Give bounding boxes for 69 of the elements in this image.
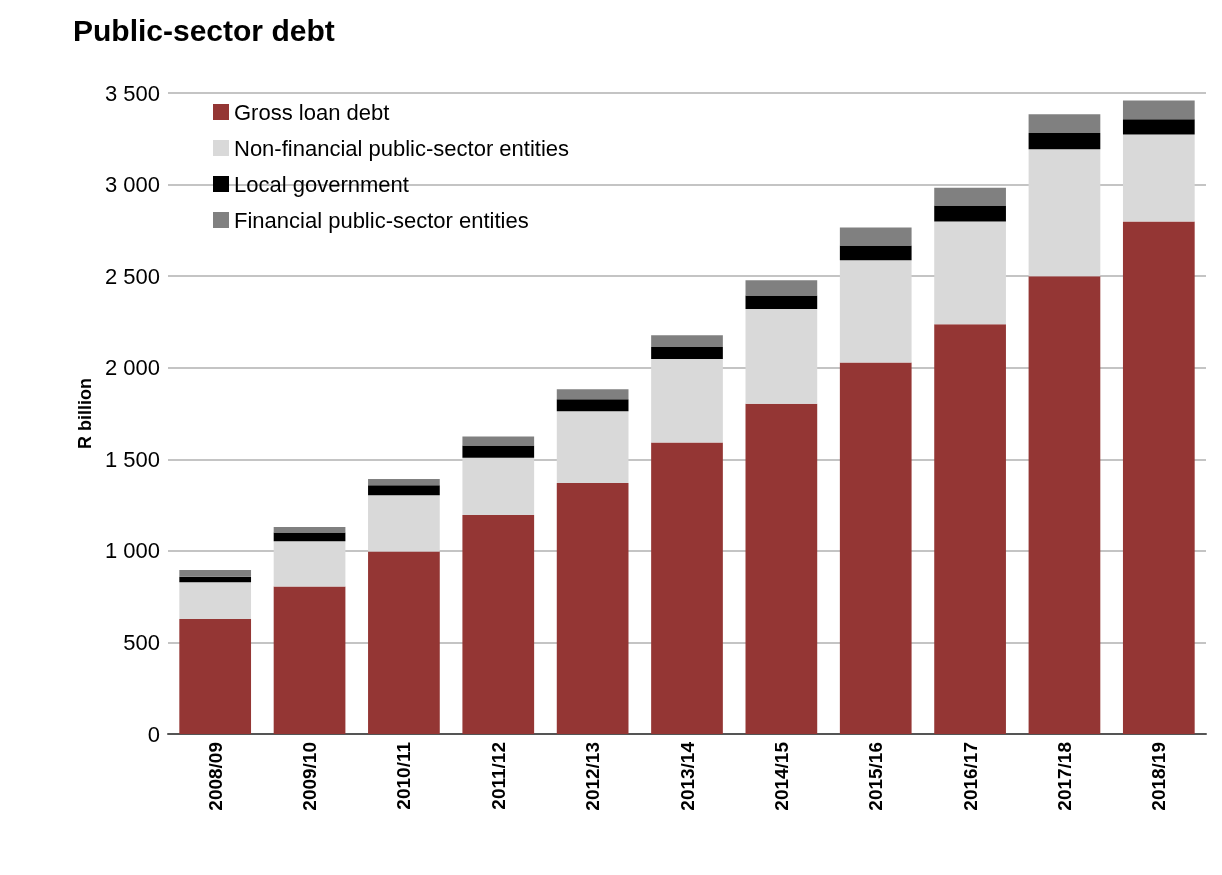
bar <box>273 532 346 542</box>
bar <box>368 551 440 734</box>
x-tick-label: 2012/13 <box>582 742 604 811</box>
bar <box>556 399 629 412</box>
bar <box>839 227 912 246</box>
y-tick-label: 500 <box>123 629 160 655</box>
bar <box>273 541 346 587</box>
bar <box>1028 114 1101 134</box>
y-tick-label: 0 <box>147 721 160 747</box>
bar <box>839 245 912 261</box>
bar <box>934 205 1006 222</box>
bar <box>745 295 818 310</box>
x-tick-label: 2017/18 <box>1053 742 1075 811</box>
y-tick-label: 2 000 <box>104 355 160 381</box>
bar <box>934 187 1006 206</box>
bar <box>934 324 1006 734</box>
bar <box>179 582 252 619</box>
bar <box>179 576 252 583</box>
legend-label: Financial public-sector entities <box>234 207 529 233</box>
bar <box>556 389 629 400</box>
bar <box>1122 100 1195 120</box>
x-tick-label: 2018/19 <box>1148 742 1170 811</box>
x-tick-label: 2014/15 <box>770 741 792 811</box>
bar <box>368 495 440 552</box>
x-tick-label: 2016/17 <box>959 742 981 811</box>
bar <box>651 335 723 348</box>
x-tick-label: 2015/16 <box>865 742 887 811</box>
bar <box>1122 119 1195 135</box>
x-tick-label: 2008/09 <box>204 742 226 811</box>
bar <box>1028 149 1101 277</box>
bar <box>462 457 535 515</box>
bar <box>273 586 346 734</box>
bar <box>651 359 723 443</box>
chart-title: Public-sector debt <box>73 13 335 47</box>
bar <box>745 309 818 404</box>
legend-label: Non-financial public-sector entities <box>234 135 570 161</box>
y-tick-label: 2 500 <box>104 263 160 289</box>
bar <box>179 618 252 734</box>
y-tick-label: 1 500 <box>104 446 160 472</box>
bar <box>745 280 818 296</box>
bar <box>556 482 629 734</box>
legend-label: Local government <box>234 171 409 197</box>
y-tick-label: 3 000 <box>104 172 160 198</box>
legend-label: Gross loan debt <box>234 99 390 125</box>
bar <box>839 362 912 734</box>
y-tick-label: 3 500 <box>104 80 160 106</box>
bar <box>368 479 440 486</box>
x-tick-label: 2011/12 <box>487 742 509 810</box>
x-tick-label: 2013/14 <box>676 741 698 811</box>
bar <box>651 347 723 360</box>
bar <box>462 445 535 458</box>
bar <box>1122 221 1195 734</box>
bar <box>462 436 535 446</box>
bar <box>462 514 535 734</box>
bar <box>1122 134 1195 222</box>
bar <box>179 570 252 577</box>
x-tick-label: 2010/11 <box>393 741 415 810</box>
bar <box>556 411 629 483</box>
bar <box>934 221 1006 325</box>
bar <box>839 260 912 363</box>
x-tick-label: 2009/10 <box>299 742 321 811</box>
bar <box>273 527 346 533</box>
y-axis-title: R billion <box>75 378 96 449</box>
bar <box>651 442 723 734</box>
y-tick-label: 1 000 <box>104 538 160 564</box>
bar <box>745 403 818 734</box>
bar <box>1028 133 1101 150</box>
bar <box>368 485 440 496</box>
bar <box>1028 276 1101 734</box>
